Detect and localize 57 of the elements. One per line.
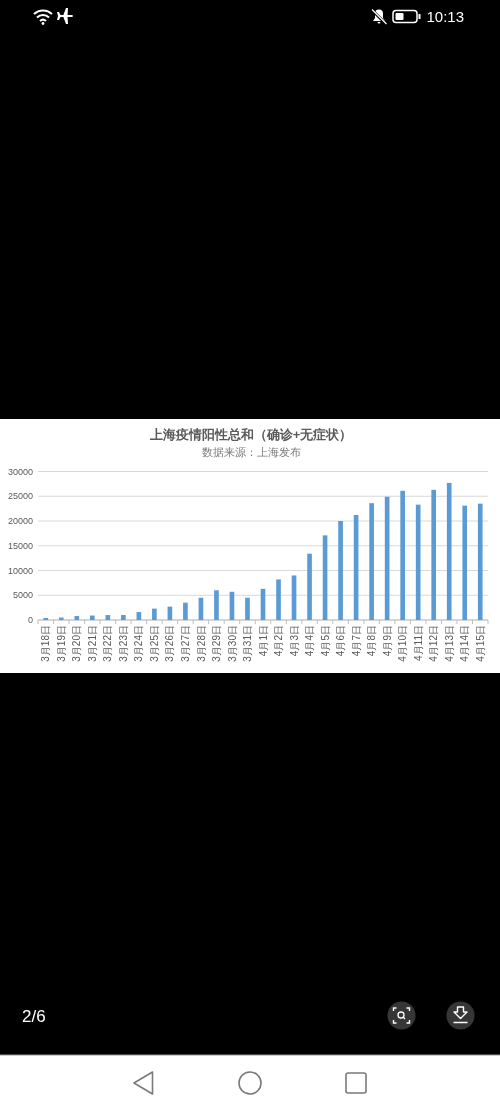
- bar: [400, 490, 405, 620]
- bar: [245, 597, 250, 620]
- x-tick-label: 3月27日: [180, 625, 192, 662]
- x-tick-label: 3月20日: [71, 625, 83, 662]
- bar: [338, 521, 343, 620]
- x-tick-label: 3月22日: [102, 625, 114, 662]
- x-tick-label: 4月9日: [381, 625, 393, 657]
- y-tick-label: 10000: [7, 565, 33, 576]
- bar: [276, 579, 281, 620]
- bar: [152, 608, 157, 620]
- chart-title: 上海疫情阳性总和（确诊+无症状）: [148, 427, 353, 442]
- bar: [446, 482, 452, 620]
- x-tick-label: 4月1日: [257, 625, 269, 657]
- x-tick-label: 4月2日: [273, 625, 285, 657]
- x-tick-label: 3月25日: [148, 625, 160, 662]
- x-tick-label: 3月24日: [133, 625, 145, 662]
- x-tick-label: 3月28日: [195, 625, 207, 662]
- x-tick-label: 4月12日: [428, 625, 440, 662]
- bar: [462, 505, 468, 620]
- bar: [431, 489, 437, 620]
- y-tick-label: 25000: [7, 491, 33, 502]
- text: 10:13: [426, 7, 464, 25]
- x-tick-label: 3月26日: [164, 625, 176, 662]
- x-tick-label: 3月21日: [86, 625, 98, 662]
- x-tick-label: 4月4日: [304, 625, 316, 657]
- bar: [415, 504, 421, 620]
- text: 2/6: [22, 1007, 46, 1026]
- x-tick-label: 3月29日: [211, 625, 223, 662]
- x-tick-label: 4月14日: [459, 625, 471, 662]
- x-tick-label: 4月13日: [443, 625, 455, 662]
- x-tick-label: 4月3日: [288, 625, 300, 657]
- bar: [214, 590, 219, 620]
- bar: [121, 615, 126, 620]
- x-tick-label: 4月15日: [474, 625, 486, 662]
- x-tick-label: 3月19日: [55, 625, 67, 662]
- x-tick-label: 3月31日: [242, 625, 254, 662]
- y-tick-label: 5000: [12, 590, 33, 601]
- y-tick-label: 30000: [7, 466, 33, 477]
- x-tick-label: 4月11日: [412, 625, 424, 661]
- bar: [74, 616, 80, 620]
- x-tick-label: 4月8日: [366, 625, 378, 657]
- y-tick-label: 0: [27, 615, 33, 626]
- bar: [89, 615, 95, 620]
- chart-subtitle: 数据来源：上海发布: [201, 446, 301, 458]
- bar: [307, 553, 312, 620]
- x-tick-label: 4月7日: [350, 625, 362, 657]
- bar: [369, 503, 374, 620]
- y-tick-label: 15000: [7, 540, 33, 551]
- x-tick-label: 3月23日: [117, 625, 129, 662]
- y-tick-label: 20000: [7, 516, 33, 527]
- x-tick-label: 4月10日: [397, 625, 409, 662]
- x-tick-label: 3月30日: [226, 625, 238, 662]
- bar: [183, 602, 188, 620]
- bar: [477, 503, 483, 620]
- x-tick-label: 4月5日: [319, 625, 331, 657]
- x-tick-label: 4月6日: [335, 625, 347, 657]
- x-tick-label: 3月18日: [40, 625, 52, 662]
